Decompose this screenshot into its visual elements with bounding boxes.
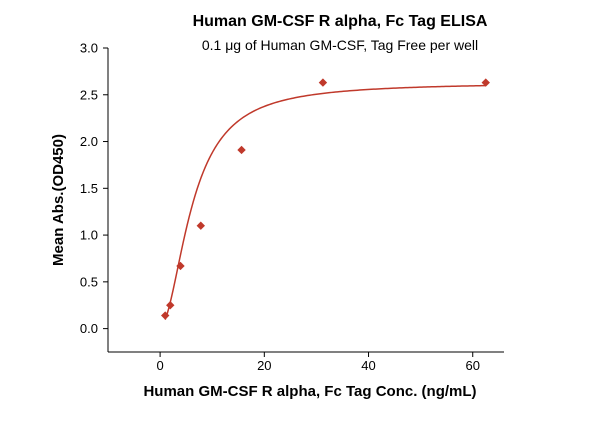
x-tick-label: 60: [466, 358, 480, 373]
y-tick-label: 2.5: [80, 87, 98, 102]
data-point: [196, 221, 205, 230]
y-tick-label: 1.5: [80, 181, 98, 196]
data-point: [166, 301, 175, 310]
x-tick-label: 0: [156, 358, 163, 373]
y-tick-label: 0.0: [80, 321, 98, 336]
chart-title: Human GM-CSF R alpha, Fc Tag ELISA: [193, 13, 488, 30]
chart-subtitle: 0.1 μg of Human GM-CSF, Tag Free per wel…: [202, 37, 478, 53]
fit-curve: [164, 84, 486, 320]
x-tick-label: 20: [257, 358, 271, 373]
data-point: [237, 145, 246, 155]
data-point: [176, 261, 185, 271]
y-tick-label: 1.0: [80, 228, 98, 243]
data-points: [161, 78, 490, 320]
x-axis-title: Human GM-CSF R alpha, Fc Tag Conc. (ng/m…: [143, 383, 476, 400]
y-axis-title: Mean Abs.(OD450): [50, 134, 67, 266]
x-tick-label: 40: [361, 358, 375, 373]
data-point: [481, 78, 490, 87]
data-point: [318, 78, 328, 87]
y-tick-label: 3.0: [80, 41, 98, 56]
data-point: [161, 311, 170, 320]
y-axis-ticks: 0.0 0.5 1.0 1.5 2.0 2.5 3.0: [80, 41, 108, 336]
y-tick-label: 0.5: [80, 274, 98, 289]
x-axis-ticks: 0 20 40 60: [156, 352, 480, 373]
y-tick-label: 2.0: [80, 134, 98, 149]
